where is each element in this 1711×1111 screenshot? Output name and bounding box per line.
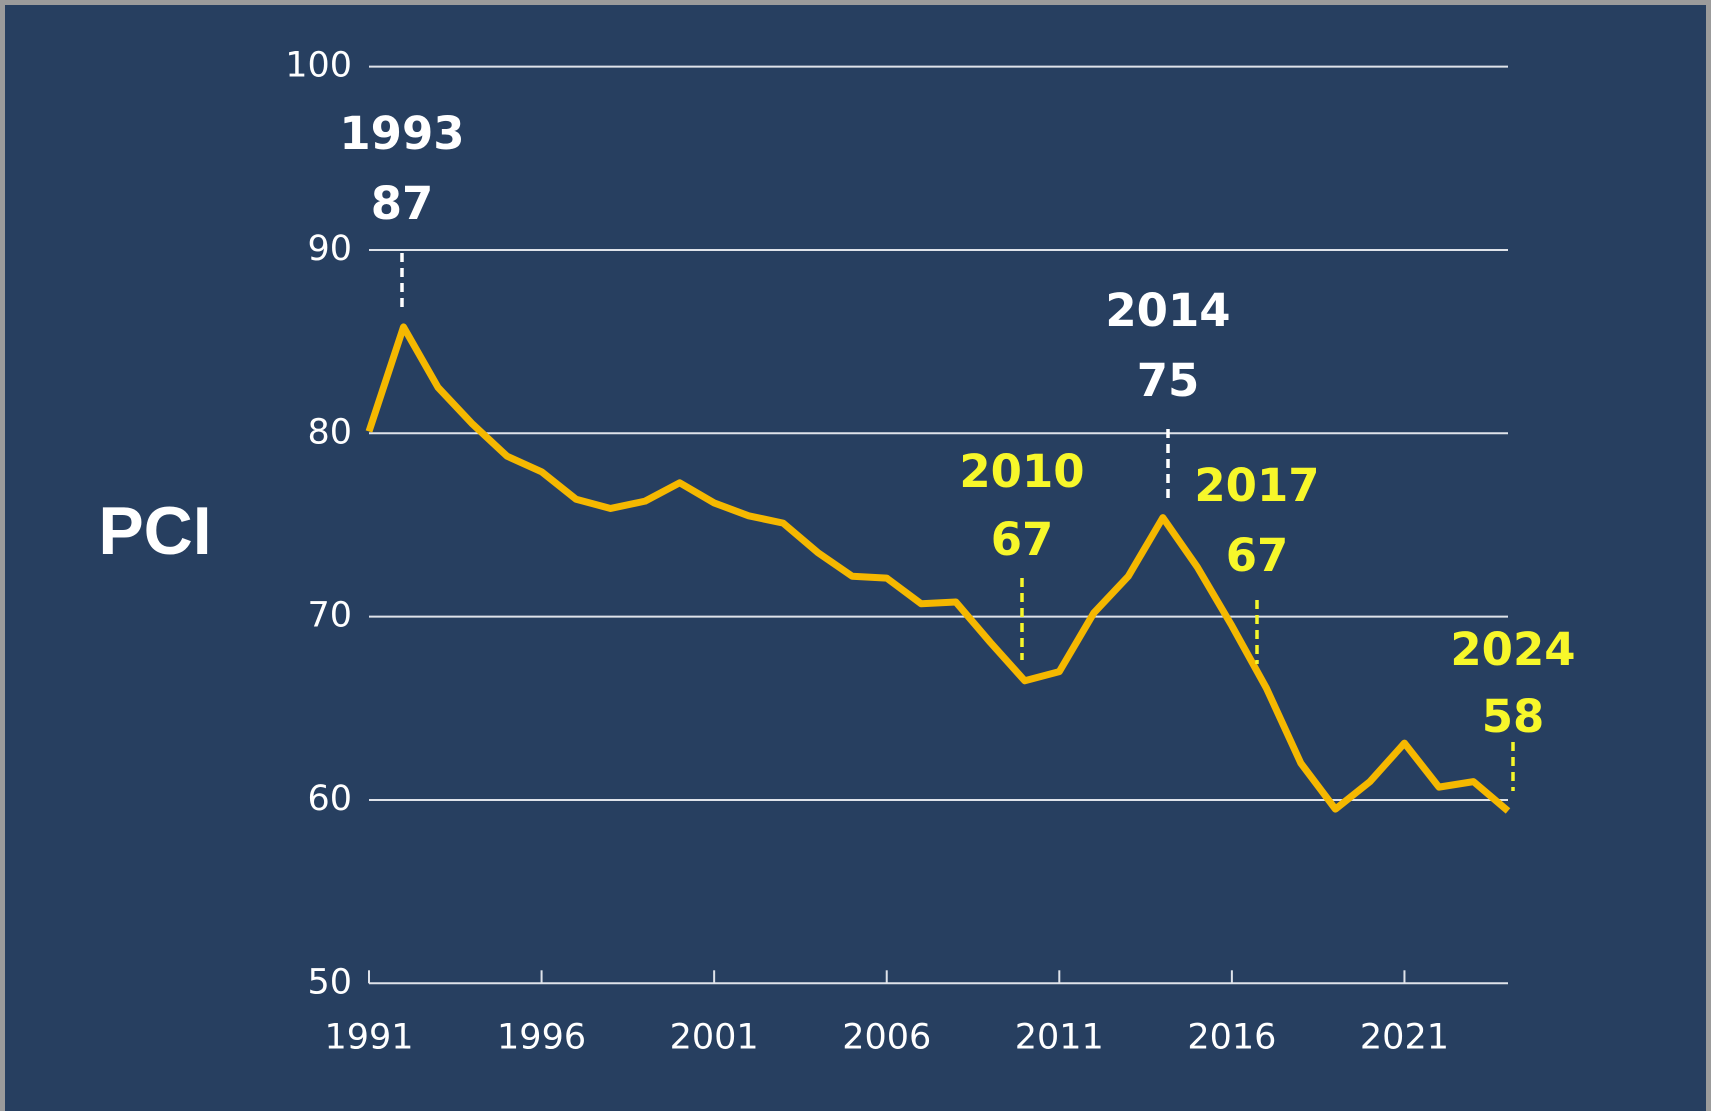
x-tick-label: 2021 — [1360, 1017, 1449, 1057]
x-tick-label: 2001 — [670, 1017, 759, 1057]
y-tick-label: 90 — [307, 229, 352, 269]
annotation-year: 2010 — [959, 445, 1084, 498]
y-tick-label: 100 — [285, 46, 352, 86]
data-line — [365, 323, 1511, 814]
annotation-value: 58 — [1482, 690, 1545, 743]
x-tick-label: 2016 — [1187, 1017, 1276, 1057]
annotation-year: 1993 — [339, 107, 464, 160]
annotation-value: 67 — [1226, 529, 1289, 582]
y-tick-label: 50 — [307, 962, 352, 1002]
annotation-value: 87 — [371, 177, 434, 230]
y-axis-label: PCI — [98, 493, 211, 569]
annotation-year: 2024 — [1450, 623, 1575, 676]
x-tick-label: 1996 — [497, 1017, 586, 1057]
annotation-year: 2014 — [1105, 284, 1230, 337]
x-tick-label: 1991 — [324, 1017, 413, 1057]
x-tick-label: 2006 — [842, 1017, 931, 1057]
annotation-year: 2017 — [1194, 459, 1319, 512]
y-tick-label: 60 — [307, 779, 352, 819]
y-tick-label: 70 — [307, 596, 352, 636]
background — [5, 5, 1706, 1111]
y-tick-label: 80 — [307, 412, 352, 452]
x-tick-label: 2011 — [1015, 1017, 1104, 1057]
annotation-value: 67 — [991, 513, 1054, 566]
annotation-value: 75 — [1137, 354, 1200, 407]
